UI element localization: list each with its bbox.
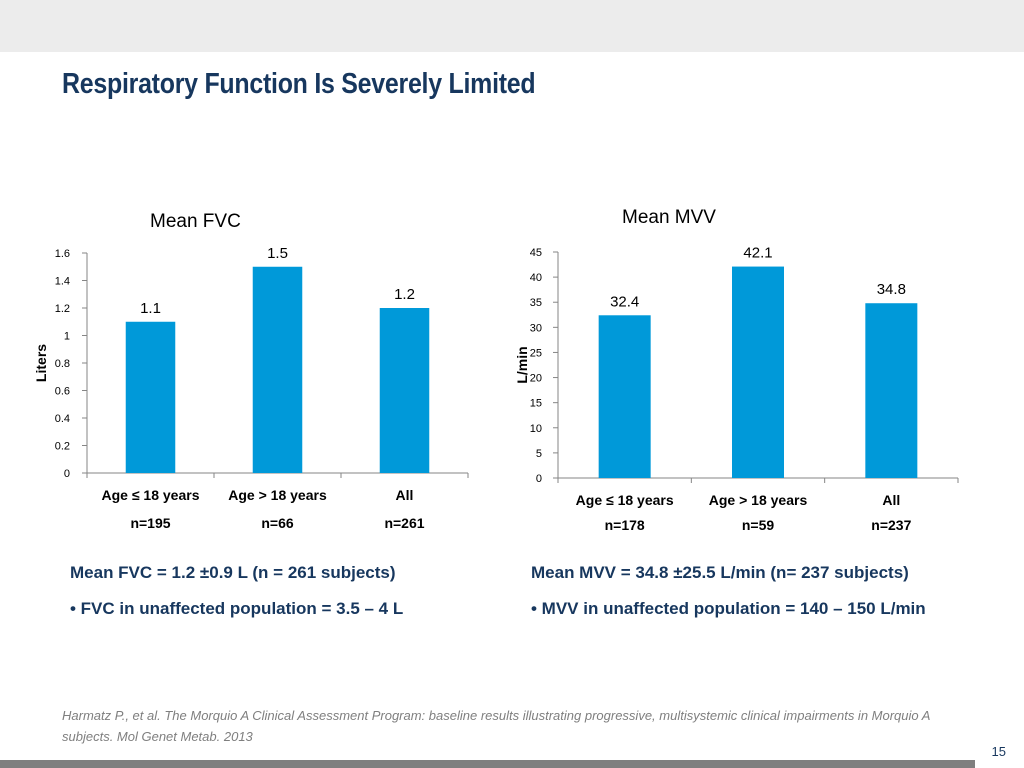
mvv-bar-chart: Mean MVV L/min 0 5 10 15 20 25 30 35 40 45 32.4 Age ≤…	[514, 207, 959, 533]
mvv-sample-size-label: n=59	[742, 517, 775, 533]
mvv-mean-summary: Mean MVV = 34.8 ±25.5 L/min (n= 237 subj…	[531, 563, 909, 582]
fvc-data-label: 1.1	[140, 300, 161, 317]
mvv-y-tick-label: 5	[536, 448, 542, 460]
mvv-y-tick-label: 30	[530, 322, 542, 334]
mvv-y-tick-label: 15	[530, 398, 542, 410]
mvv-y-axis-label: L/min	[514, 346, 530, 383]
fvc-sample-size-label: n=261	[384, 515, 424, 531]
mvv-bar	[732, 266, 784, 478]
mvv-data-label: 34.8	[877, 281, 906, 298]
mvv-y-tick-label: 20	[530, 373, 542, 385]
citation: Harmatz P., et al. The Morquio A Clinica…	[62, 708, 930, 744]
header-band	[0, 0, 1024, 52]
fvc-sample-size-label: n=195	[130, 515, 170, 531]
mvv-bar	[598, 315, 651, 478]
fvc-chart-title: Mean FVC	[150, 211, 241, 232]
mvv-chart-title: Mean MVV	[622, 207, 716, 228]
mvv-data-label: 32.4	[610, 293, 639, 310]
page-number: 15	[991, 744, 1006, 759]
fvc-y-tick-label: 1	[64, 331, 70, 343]
mvv-category-label: Age ≤ 18 years	[576, 492, 674, 508]
mvv-sample-size-label: n=237	[871, 517, 911, 533]
footer-bar	[0, 760, 975, 768]
mvv-y-tick-label: 35	[530, 297, 542, 309]
fvc-category-label: All	[396, 487, 414, 503]
fvc-bar-chart: Mean FVC Liters 0 0.2 0.4 0.6 0.8 1 1.2 1.4 1.6 1.1…	[33, 211, 469, 531]
fvc-y-tick-label: 0.4	[55, 413, 70, 425]
fvc-category-label: Age ≤ 18 years	[102, 487, 200, 503]
fvc-y-tick-label: 1.2	[55, 303, 70, 315]
fvc-bar	[252, 266, 303, 473]
fvc-bar	[379, 308, 430, 473]
fvc-category-label: Age > 18 years	[228, 487, 327, 503]
mvv-unaffected-bullet: • MVV in unaffected population = 140 – 1…	[531, 599, 926, 618]
mvv-bar	[865, 303, 918, 478]
mvv-data-label: 42.1	[743, 245, 772, 262]
mvv-category-label: All	[882, 492, 900, 508]
mvv-y-tick-label: 25	[530, 347, 542, 359]
fvc-data-label: 1.2	[394, 286, 415, 303]
fvc-y-tick-label: 0.2	[55, 441, 70, 453]
fvc-y-tick-label: 0.6	[55, 386, 70, 398]
fvc-sample-size-label: n=66	[261, 515, 294, 531]
fvc-unaffected-bullet: • FVC in unaffected population = 3.5 – 4…	[70, 599, 404, 618]
mvv-category-label: Age > 18 years	[709, 492, 808, 508]
mvv-y-tick-label: 45	[530, 247, 542, 259]
fvc-data-label: 1.5	[267, 245, 288, 262]
mvv-y-tick-label: 40	[530, 272, 542, 284]
fvc-mean-summary: Mean FVC = 1.2 ±0.9 L (n = 261 subjects)	[70, 563, 396, 582]
mvv-y-tick-label: 0	[536, 473, 542, 485]
fvc-y-tick-label: 0	[64, 468, 70, 480]
fvc-y-tick-label: 1.4	[55, 276, 70, 288]
fvc-bar	[125, 321, 176, 473]
fvc-y-tick-label: 1.6	[55, 248, 70, 260]
mvv-y-tick-label: 10	[530, 423, 542, 435]
mvv-sample-size-label: n=178	[605, 517, 645, 533]
fvc-y-axis-label: Liters	[33, 344, 49, 382]
fvc-y-tick-label: 0.8	[55, 358, 70, 370]
slide-title: Respiratory Function Is Severely Limited	[62, 68, 536, 100]
